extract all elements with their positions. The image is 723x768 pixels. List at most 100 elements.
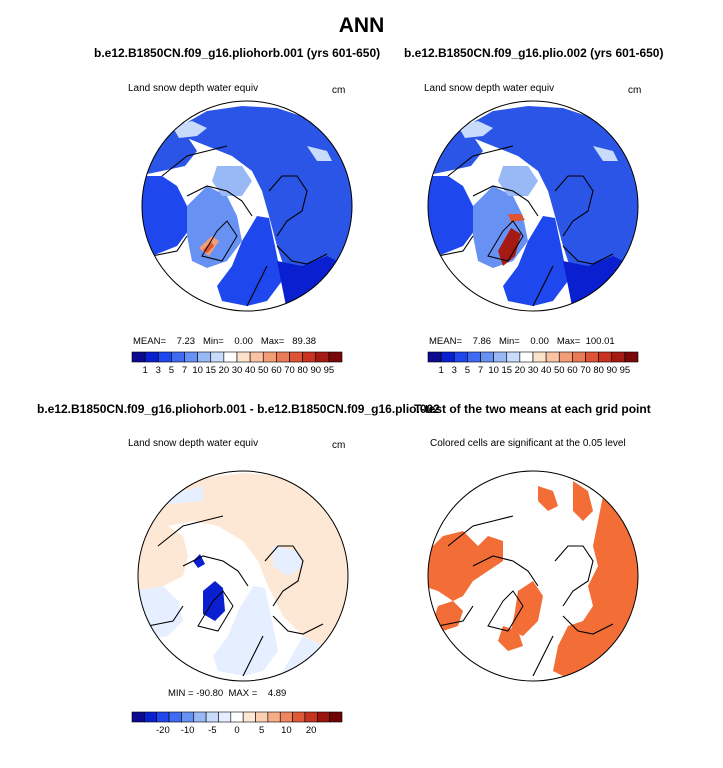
colorbar-label: 15 — [205, 365, 216, 376]
colorbar-label: 50 — [258, 365, 269, 376]
colorbar-box — [506, 351, 521, 363]
panel-3-title: b.e12.B1850CN.f09_g16.pliohorb.001 - b.e… — [37, 402, 440, 416]
colorbar-box — [315, 351, 330, 363]
colorbar-label: 30 — [232, 365, 243, 376]
panel-4-title: T-test of the two means at each grid poi… — [414, 402, 651, 416]
colorbar-box — [493, 351, 508, 363]
colorbar-label: 20 — [219, 365, 230, 376]
colorbar-box — [230, 711, 244, 723]
colorbar-box — [585, 351, 599, 363]
colorbar-box — [144, 711, 158, 723]
colorbar-box — [276, 351, 290, 363]
colorbar-box — [171, 351, 185, 363]
colorbar-label: 10 — [192, 365, 203, 376]
colorbar-box — [223, 351, 238, 363]
colorbar-box — [197, 351, 212, 363]
mean-label: MEAN= — [429, 336, 462, 347]
mean-label: MEAN= — [133, 336, 166, 347]
colorbar-box — [316, 711, 330, 723]
colorbar-label: 80 — [593, 365, 604, 376]
colorbar-box — [545, 351, 560, 363]
colorbar-box — [328, 351, 343, 363]
colorbar-label: 10 — [488, 365, 499, 376]
panel-3-map — [137, 470, 349, 682]
colorbar-box — [532, 351, 547, 363]
colorbar-box — [611, 351, 626, 363]
min-label: Min= — [202, 336, 224, 347]
colorbar-label: 90 — [310, 365, 321, 376]
colorbar-label: -20 — [156, 725, 170, 736]
colorbar-label: 60 — [271, 365, 282, 376]
colorbar-box — [558, 351, 573, 363]
colorbar-box — [131, 711, 145, 723]
colorbar-box — [427, 351, 442, 363]
panel-1-subtitle: Land snow depth water equiv — [128, 83, 259, 94]
panel-4-map — [427, 470, 639, 682]
min-label: Min= — [498, 336, 520, 347]
colorbar-label: -10 — [181, 725, 195, 736]
colorbar-label: 7 — [478, 365, 483, 376]
colorbar-label: 3 — [452, 365, 457, 376]
colorbar-label: 5 — [465, 365, 470, 376]
colorbar-box — [181, 711, 195, 723]
colorbar-box — [572, 351, 586, 363]
colorbar-label: -5 — [208, 725, 216, 736]
mean-value: 7.86 — [472, 336, 492, 347]
colorbar-label: 40 — [541, 365, 552, 376]
colorbar-label: 60 — [567, 365, 578, 376]
mean-value: 7.23 — [176, 336, 196, 347]
max-label: Max= — [556, 336, 581, 347]
colorbar-label: 95 — [324, 365, 335, 376]
colorbar-box — [205, 711, 219, 723]
panel-2-stats: MEAN= 7.86 Min= 0.00 Max= 100.01 — [429, 336, 615, 347]
colorbar-box — [157, 351, 172, 363]
min-label: MIN = — [168, 688, 194, 699]
colorbar-label: 5 — [259, 725, 264, 736]
colorbar-box — [440, 351, 455, 363]
colorbar-label: 70 — [580, 365, 591, 376]
colorbar-label: 20 — [515, 365, 526, 376]
colorbar-box — [598, 351, 613, 363]
colorbar-box — [168, 711, 182, 723]
colorbar-label: 80 — [297, 365, 308, 376]
colorbar-label: 7 — [182, 365, 187, 376]
colorbar-label: 70 — [284, 365, 295, 376]
main-title: ANN — [338, 14, 385, 37]
colorbar-box — [302, 351, 317, 363]
colorbar-box — [242, 711, 256, 723]
colorbar-box — [304, 711, 318, 723]
panel-2-map — [427, 100, 639, 312]
panel-2-units: cm — [628, 85, 642, 96]
panel-1-units: cm — [332, 85, 346, 96]
panel-3-subtitle: Land snow depth water equiv — [128, 438, 259, 449]
colorbar-box — [144, 351, 159, 363]
colorbar-label: 20 — [306, 725, 317, 736]
colorbar-box — [329, 711, 343, 723]
min-value: 0.00 — [530, 336, 549, 347]
colorbar-box — [249, 351, 264, 363]
colorbar-label: 15 — [501, 365, 512, 376]
panel-2-colorbar: 1 3 5 7 10 15 20 30 40 50 60 70 80 90 95 — [427, 351, 639, 376]
colorbar-label: 40 — [245, 365, 256, 376]
panel-1-stats: MEAN= 7.23 Min= 0.00 Max= 89.38 — [133, 336, 316, 347]
colorbar-box — [519, 351, 534, 363]
colorbar-box — [218, 711, 232, 723]
panel-2-subtitle: Land snow depth water equiv — [424, 83, 555, 94]
min-value: 0.00 — [234, 336, 253, 347]
colorbar-box — [131, 351, 146, 363]
max-label: MAX = — [228, 688, 258, 699]
colorbar-label: 30 — [528, 365, 539, 376]
colorbar-box — [236, 351, 251, 363]
max-value: 100.01 — [585, 336, 615, 347]
colorbar-label: 1 — [438, 365, 443, 376]
colorbar-label: 0 — [234, 725, 239, 736]
panel-3-colorbar: -20 -10 -5 0 5 10 20 — [131, 711, 343, 736]
colorbar-box — [480, 351, 494, 363]
panel-1-title: b.e12.B1850CN.f09_g16.pliohorb.001 (yrs … — [94, 46, 381, 60]
colorbar-box — [289, 351, 303, 363]
colorbar-label: 50 — [554, 365, 565, 376]
colorbar-label: 90 — [606, 365, 617, 376]
colorbar-box — [156, 711, 170, 723]
panel-3-stats: MIN = -90.80 MAX = 4.89 — [168, 688, 286, 699]
